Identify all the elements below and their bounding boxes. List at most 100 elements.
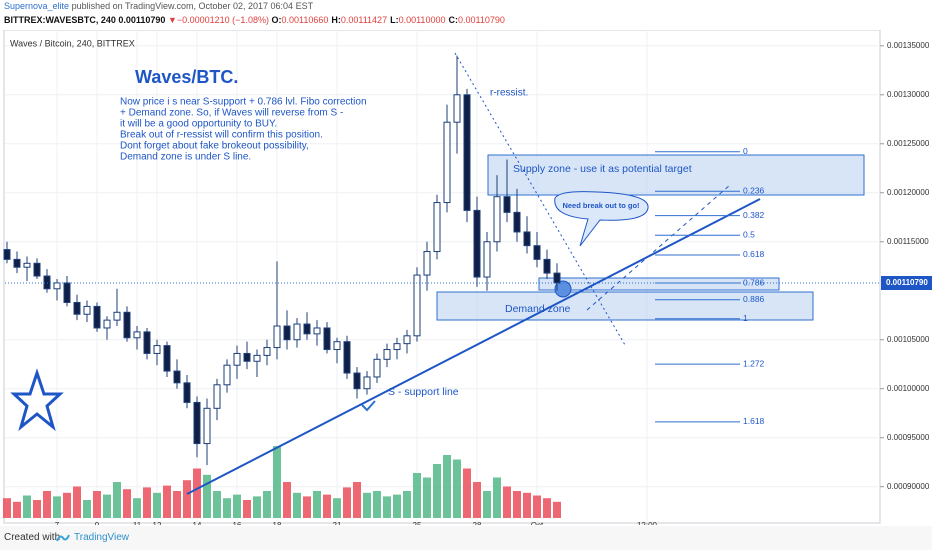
volume-bar xyxy=(323,494,331,518)
fib-label: 0.618 xyxy=(743,249,765,259)
candle-body xyxy=(73,301,81,315)
volume-bar xyxy=(3,498,11,518)
candle-body xyxy=(283,325,291,341)
callout-bubble xyxy=(554,191,649,247)
fib-label: 0 xyxy=(743,146,748,156)
volume-bar xyxy=(253,496,261,518)
ohlc-label: O: xyxy=(271,15,282,25)
candle-body xyxy=(543,258,551,274)
candle-body xyxy=(53,282,61,290)
callout-label: Need break out to go! xyxy=(562,201,639,210)
volume-bar xyxy=(433,464,441,518)
volume-bar xyxy=(33,500,41,518)
volume-bar xyxy=(363,492,371,518)
star xyxy=(10,368,64,432)
volume-bar xyxy=(333,498,341,518)
supply-zone xyxy=(487,154,865,196)
candle-body xyxy=(153,345,161,354)
volume-bar xyxy=(383,496,391,518)
ohlc-label: C: xyxy=(448,15,458,25)
volume-bar xyxy=(533,495,541,518)
author[interactable]: Supernova_elite xyxy=(4,1,70,11)
publish-line: Supernova_elite published on TradingView… xyxy=(4,1,313,11)
candle-body xyxy=(353,372,361,390)
price-label: 0.00110790 xyxy=(886,278,928,287)
fib-label: 0.886 xyxy=(743,294,765,304)
candle-body xyxy=(23,262,31,268)
resist-label: r-ressist. xyxy=(490,88,528,99)
candle-body xyxy=(33,262,41,277)
candle-body xyxy=(553,272,561,284)
y-tick-label: 0.00105000 xyxy=(887,335,930,344)
candle-body xyxy=(263,347,271,356)
x-tick-label: 25 xyxy=(413,521,422,525)
volume-bar xyxy=(353,482,361,518)
candle-body xyxy=(433,202,441,253)
y-tick-label: 0.00135000 xyxy=(887,41,930,50)
x-tick-label: 9 xyxy=(95,521,100,525)
candle-body xyxy=(123,311,131,339)
volume-bar xyxy=(93,491,101,518)
volume-bar xyxy=(513,491,521,518)
volume-bar xyxy=(63,492,71,518)
symbol: BITTREX:WAVESBTC, 240 xyxy=(4,15,116,25)
candle-body xyxy=(233,352,241,366)
candle-body xyxy=(533,245,541,260)
volume-bar xyxy=(73,486,81,518)
volume-bar xyxy=(273,446,281,518)
resist-line xyxy=(454,52,626,346)
arrow: ▼ xyxy=(167,15,177,25)
volume-bar xyxy=(203,474,211,518)
last: 0.00110790 xyxy=(118,15,166,25)
ohlc-value: 0.00110660 xyxy=(281,15,329,25)
y-tick-label: 0.00125000 xyxy=(887,139,930,148)
candle-body xyxy=(183,382,191,403)
candle-body xyxy=(213,384,221,409)
fib-label: 1 xyxy=(743,313,748,323)
brand[interactable]: TradingView xyxy=(74,532,130,543)
candle-body xyxy=(393,343,401,351)
volume-bar xyxy=(113,482,121,518)
volume-bar xyxy=(163,485,171,518)
volume-bar xyxy=(483,491,491,518)
ohlc-value: 0.00110000 xyxy=(398,15,446,25)
drawings xyxy=(10,52,865,495)
volume-bar xyxy=(543,498,551,518)
ticker-line: BITTREX:WAVESBTC, 240 0.00110790 ▼−0.000… xyxy=(4,15,508,25)
volume-bar xyxy=(83,500,91,518)
volume-bar xyxy=(103,494,111,518)
volume-bar xyxy=(23,495,31,518)
heading: Waves/BTC. xyxy=(135,67,238,87)
candle-body xyxy=(133,331,141,339)
candle-body xyxy=(293,323,301,341)
candle-body xyxy=(363,376,371,390)
y-tick-label: 0.00090000 xyxy=(887,482,930,491)
volume-bar xyxy=(243,500,251,518)
volume-bar xyxy=(233,494,241,518)
candle-body xyxy=(523,231,531,247)
candle-body xyxy=(93,305,101,329)
fib-label: 0.382 xyxy=(743,210,765,220)
y-tick-label: 0.00115000 xyxy=(887,237,929,246)
created: Created with xyxy=(4,532,61,543)
candle-body xyxy=(273,325,281,349)
volume-bar xyxy=(413,473,421,518)
volume-bar xyxy=(463,468,471,518)
volume-bar xyxy=(423,477,431,518)
fib-label: 0.236 xyxy=(743,185,765,195)
y-tick-label: 0.00100000 xyxy=(887,384,930,393)
x-tick-label: 28 xyxy=(473,521,482,525)
volume-bar xyxy=(503,486,511,518)
volume-bar xyxy=(393,494,401,518)
fib-label: 1.272 xyxy=(743,358,765,368)
x-tick-label: 14 xyxy=(193,521,202,525)
candle-body xyxy=(403,335,411,345)
demand-label: Demand zone xyxy=(505,303,571,315)
candle-body xyxy=(173,370,181,384)
support-label: S - support line xyxy=(388,386,459,398)
volume-bar xyxy=(183,480,191,518)
fib-label: 0.786 xyxy=(743,277,765,287)
x-tick-label: Oct xyxy=(531,521,544,525)
volume-bar xyxy=(193,468,201,518)
